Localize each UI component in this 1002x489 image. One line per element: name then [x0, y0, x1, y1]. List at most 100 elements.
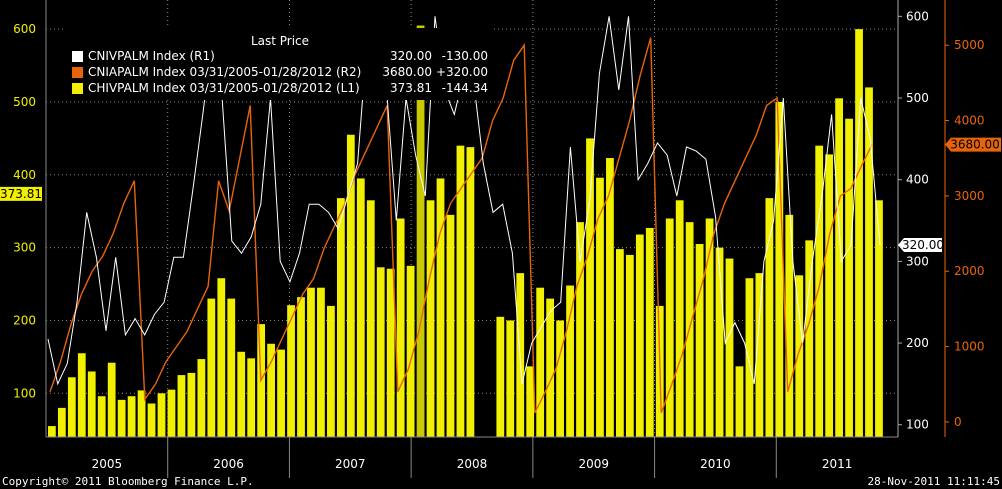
bar	[167, 389, 176, 437]
bar	[396, 218, 405, 437]
y-right1-tick-label: 100	[906, 418, 929, 432]
legend-change: -130.00	[442, 49, 488, 63]
bar	[117, 399, 126, 437]
bar	[436, 178, 445, 438]
y-left-tick-label: 200	[13, 313, 36, 327]
y-right1-tick-label: 500	[906, 91, 929, 105]
axes: 2005 2006 2007 2008 2009 2010 2011 100 200 300 400…	[0, 0, 1001, 478]
x-tick-label: 2009	[578, 457, 609, 471]
bar	[755, 273, 764, 437]
bar	[406, 265, 415, 437]
legend-label: CHIVPALM Index 03/31/2005-01/28/2012 (L1…	[88, 81, 360, 95]
legend-header: Last Price	[251, 34, 309, 48]
bar	[277, 349, 285, 437]
bar	[317, 287, 325, 437]
y-left-tick-label: 500	[13, 95, 36, 109]
bar	[715, 247, 724, 437]
bar	[665, 218, 674, 437]
left-callout-value: 373.81	[0, 187, 42, 201]
bar	[835, 98, 844, 437]
bar	[247, 358, 256, 437]
bar	[177, 375, 186, 437]
bar	[506, 320, 515, 437]
legend-last: 3680.00	[382, 65, 432, 79]
bar	[675, 200, 684, 437]
y-right2-tick-label: 3000	[954, 189, 985, 203]
bar	[845, 118, 853, 438]
bar	[307, 287, 315, 437]
right1-callout-box	[898, 238, 942, 253]
bar	[227, 298, 236, 437]
bar	[207, 298, 216, 437]
bar	[77, 353, 86, 437]
y-right1-tick-label: 200	[906, 336, 929, 350]
bar	[287, 305, 295, 437]
legend-label: CNIAPALM Index 03/31/2005-01/28/2012 (R2…	[88, 65, 361, 79]
x-tick-label: 2006	[213, 457, 244, 471]
y-right1-tick-label: 300	[906, 254, 929, 268]
bar	[745, 278, 754, 437]
bar	[127, 396, 136, 437]
bar	[855, 29, 863, 438]
right2-callout-box	[945, 137, 1001, 152]
bar	[466, 147, 475, 437]
bar	[48, 426, 56, 437]
legend-swatch	[72, 51, 83, 62]
bar	[297, 297, 305, 437]
x-tick-label: 2008	[457, 457, 488, 471]
y-right2-tick-label: 2000	[954, 264, 985, 278]
bar	[875, 200, 883, 437]
copyright: Copyright© 2011 Bloomberg Finance L.P.	[2, 475, 254, 488]
bar	[645, 227, 654, 437]
bar	[426, 200, 435, 437]
legend-change: +320.00	[436, 65, 488, 79]
legend-swatch	[72, 67, 83, 78]
bar	[735, 366, 744, 437]
bar	[187, 372, 196, 437]
bar	[217, 278, 226, 437]
bar	[336, 198, 345, 437]
right1-callout-value: 320.00	[902, 238, 944, 252]
bar	[635, 234, 644, 437]
bar	[197, 359, 206, 437]
y-left-tick-label: 300	[13, 241, 36, 255]
bar	[695, 243, 704, 437]
footer: Copyright© 2011 Bloomberg Finance L.P. 28…	[2, 475, 1000, 488]
orange-line	[49, 37, 873, 414]
legend: Last Price CNIVPALM Index (R1) 320.00 -130.…	[64, 28, 494, 100]
bar	[775, 101, 784, 437]
y-right1-tick-label: 400	[906, 173, 929, 187]
bar	[865, 87, 873, 438]
y-right2-tick-label: 5000	[954, 38, 985, 52]
bar	[356, 178, 365, 438]
bar	[157, 393, 166, 437]
timestamp: 28-Nov-2011 11:11:45	[868, 475, 1000, 488]
y-right2-tick-label: 0	[954, 415, 962, 429]
legend-box	[64, 28, 494, 100]
bar	[416, 25, 425, 437]
bar	[765, 198, 774, 437]
bar	[825, 154, 834, 437]
y-left-tick-label: 600	[13, 22, 36, 36]
bar	[327, 305, 335, 437]
legend-last: 320.00	[390, 49, 432, 63]
bar	[67, 377, 76, 437]
x-tick-label: 2007	[335, 457, 366, 471]
bar	[596, 177, 604, 438]
bar	[376, 267, 385, 437]
legend-change: -144.34	[442, 81, 488, 95]
x-tick-label: 2010	[700, 457, 731, 471]
bar	[536, 287, 545, 437]
bar	[496, 316, 505, 437]
bar	[57, 407, 66, 437]
y-left-tick-label: 100	[13, 386, 36, 400]
bar	[606, 158, 614, 437]
orange-line-series	[49, 37, 873, 414]
bar	[556, 320, 564, 437]
y-left-tick-label: 400	[13, 168, 36, 182]
legend-last: 373.81	[390, 81, 432, 95]
bar	[456, 145, 465, 437]
bar	[386, 268, 395, 437]
